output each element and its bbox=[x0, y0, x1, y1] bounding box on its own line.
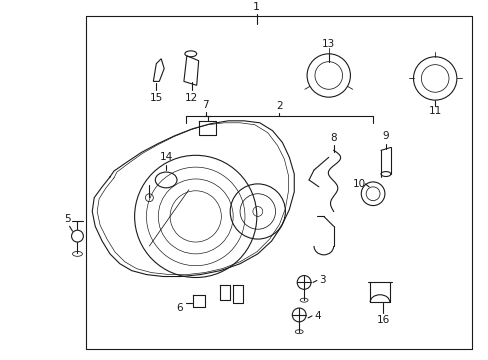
Text: 16: 16 bbox=[376, 315, 389, 325]
Text: 6: 6 bbox=[176, 303, 183, 313]
Text: 12: 12 bbox=[185, 93, 198, 103]
Text: 14: 14 bbox=[159, 152, 172, 162]
Text: 11: 11 bbox=[427, 106, 441, 116]
Text: 5: 5 bbox=[64, 214, 70, 224]
Text: 13: 13 bbox=[322, 39, 335, 49]
Text: 1: 1 bbox=[253, 3, 260, 12]
Text: 15: 15 bbox=[149, 93, 163, 103]
Text: 8: 8 bbox=[330, 132, 336, 143]
Text: 9: 9 bbox=[382, 131, 388, 140]
Text: 2: 2 bbox=[276, 101, 282, 111]
Text: 7: 7 bbox=[202, 100, 208, 110]
Text: 10: 10 bbox=[352, 179, 366, 189]
Text: 4: 4 bbox=[313, 311, 320, 321]
Text: 3: 3 bbox=[318, 275, 325, 285]
